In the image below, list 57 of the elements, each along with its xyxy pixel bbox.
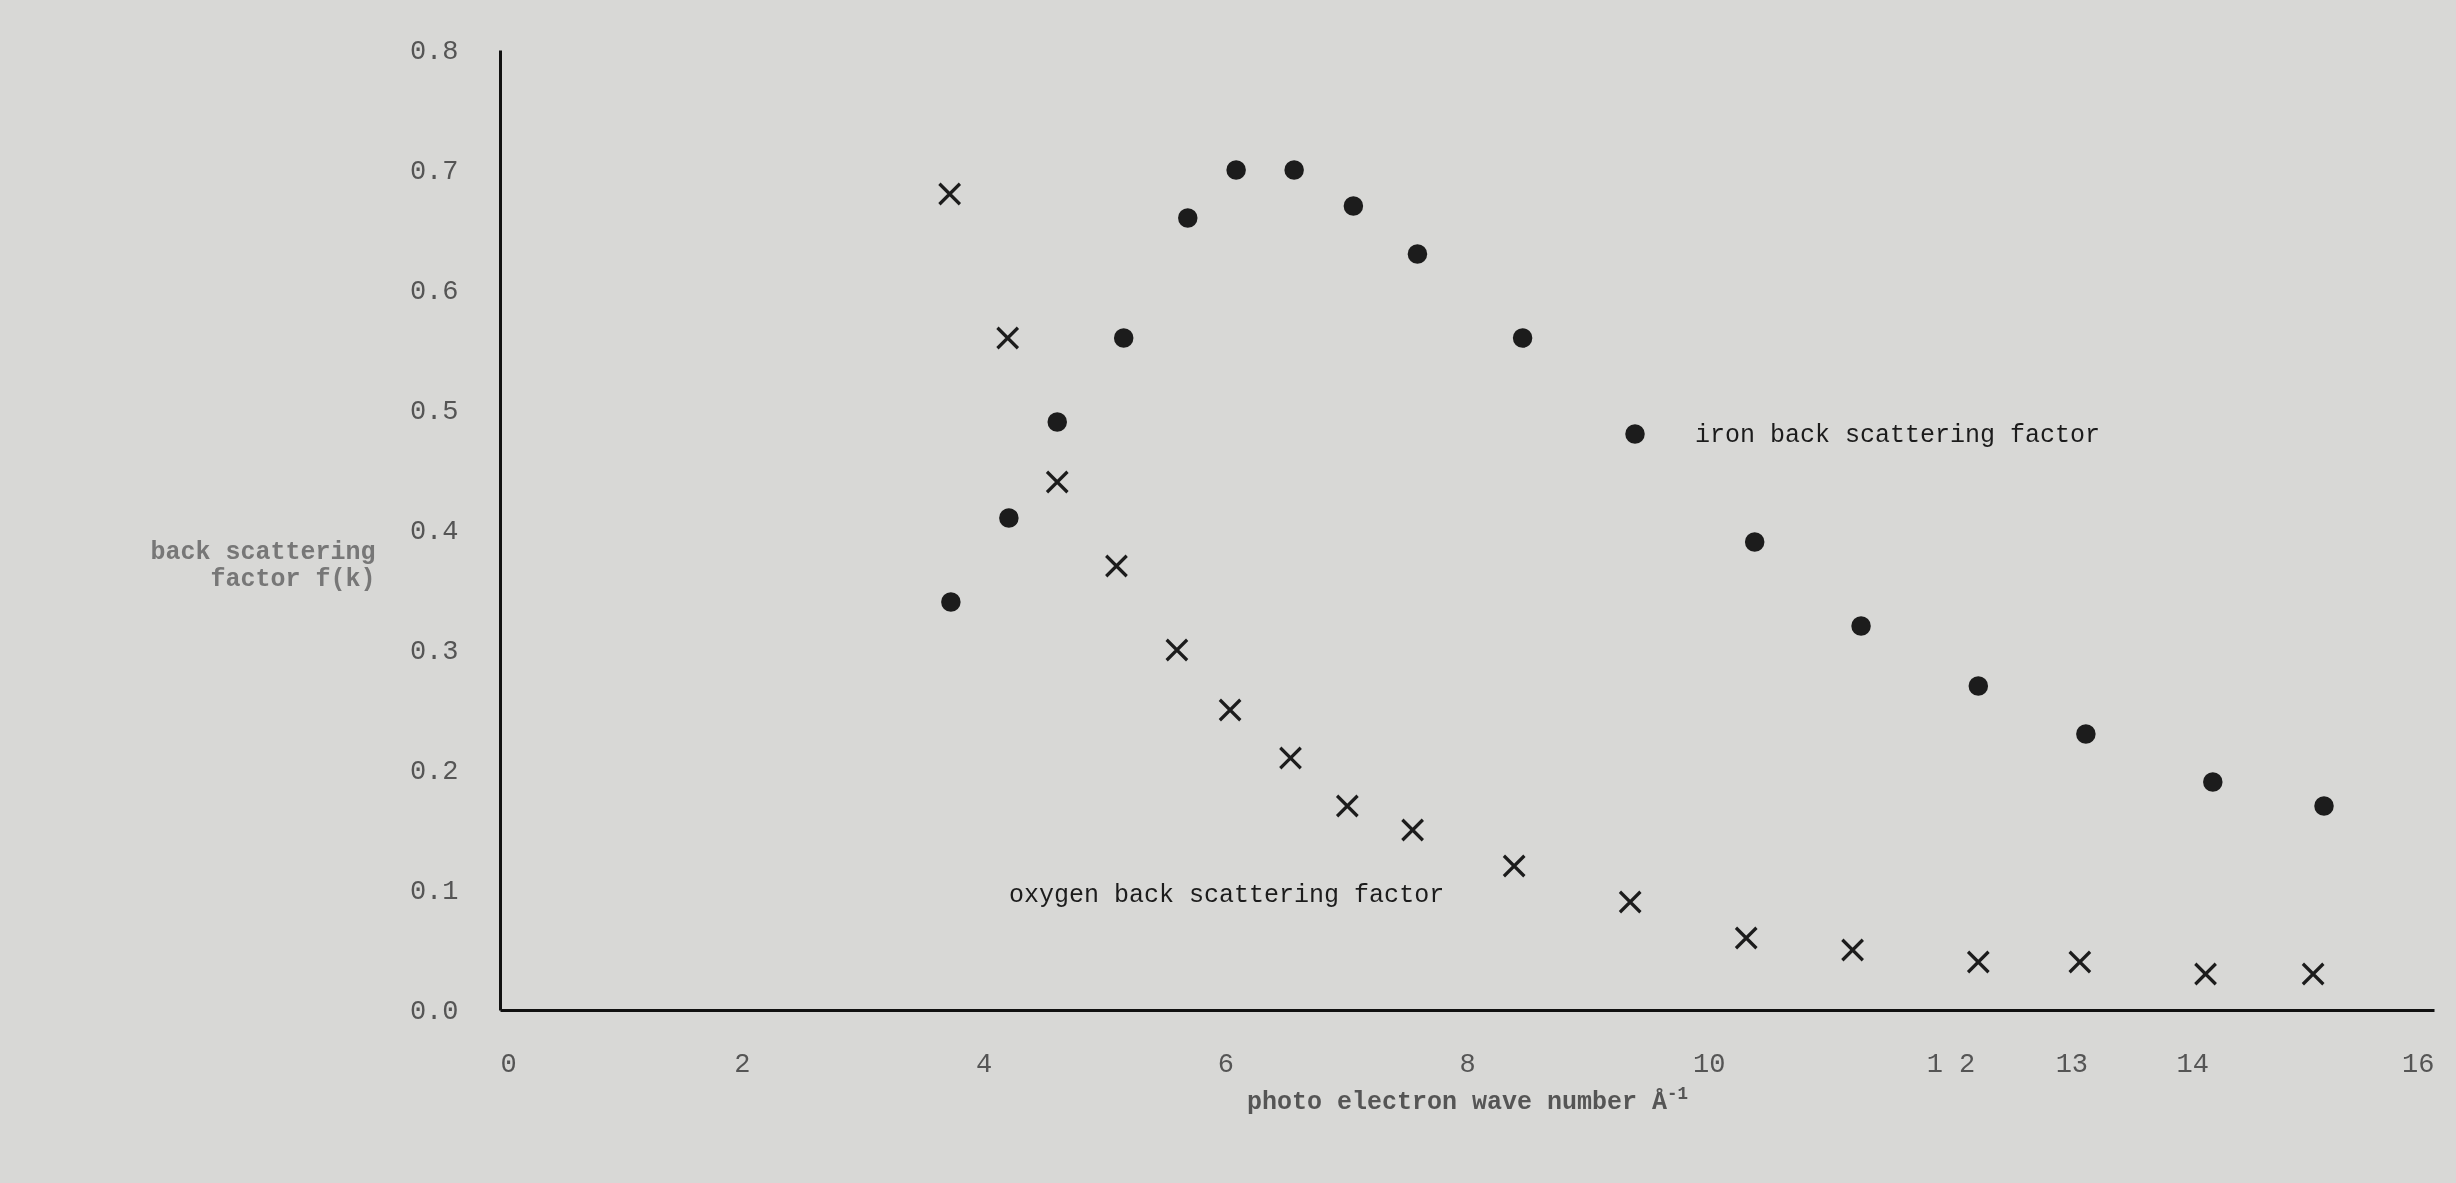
point	[1113, 328, 1134, 348]
point	[1218, 698, 1242, 722]
point	[941, 592, 961, 612]
point	[2076, 724, 2096, 744]
y-tick-label: 0.4	[409, 516, 459, 547]
x-tick-label: 0	[500, 1049, 517, 1080]
point	[1165, 638, 1189, 662]
point	[1047, 412, 1067, 432]
y-tick-label: 0.1	[409, 876, 459, 907]
point	[1840, 938, 1865, 962]
x-tick-label: 14	[2176, 1049, 2209, 1080]
point	[1343, 196, 1364, 216]
y-tick-label: 0.0	[409, 996, 459, 1027]
point	[1335, 794, 1360, 818]
point	[1278, 746, 1303, 770]
x-tick-label: 8	[1459, 1049, 1476, 1080]
point	[1045, 470, 1070, 494]
point	[2301, 962, 2325, 986]
point	[1512, 328, 1533, 348]
y-tick-label: 0.5	[409, 396, 459, 427]
y-tick-label: 0.6	[409, 276, 459, 307]
x-tick-label: 13	[2055, 1049, 2089, 1080]
series-label: oxygen back scattering factor	[1009, 881, 1445, 910]
point	[2067, 950, 2092, 974]
point	[2203, 772, 2223, 792]
x-tick-label: 16	[2402, 1049, 2435, 1080]
point	[995, 326, 1020, 350]
x-tick-label: 10	[1693, 1049, 1726, 1080]
point	[1734, 926, 1759, 950]
point	[999, 508, 1019, 528]
y-tick-label: 0.7	[409, 156, 459, 187]
point	[1744, 532, 1765, 552]
y-axis-title: back scattering factor f(k)	[150, 537, 376, 594]
point	[1178, 208, 1198, 228]
point	[1284, 160, 1304, 180]
y-tick-label: 0.8	[409, 36, 459, 67]
point	[1618, 890, 1643, 914]
x-tick-label: 2	[734, 1049, 751, 1080]
x-tick-label: 6	[1217, 1049, 1234, 1080]
point	[937, 182, 962, 206]
y-tick-label: 0.2	[409, 756, 459, 787]
x-axis-title: photo electron wave number Å$^{-1}$	[1246, 1083, 1689, 1117]
x-tick-label: 1 2	[1926, 1049, 1976, 1080]
point	[1226, 160, 1246, 180]
point	[1400, 818, 1425, 842]
point	[1104, 554, 1129, 578]
point	[1851, 616, 1871, 636]
point	[1407, 244, 1428, 264]
y-tick-label: 0.3	[409, 636, 459, 667]
point	[2193, 962, 2218, 986]
point	[1968, 676, 1989, 696]
point	[1966, 950, 1991, 974]
text: iron back scattering factor	[1695, 421, 2101, 450]
point	[1625, 424, 1645, 444]
point	[2314, 796, 2334, 816]
x-tick-label: 4	[975, 1049, 993, 1080]
point	[1502, 854, 1526, 878]
